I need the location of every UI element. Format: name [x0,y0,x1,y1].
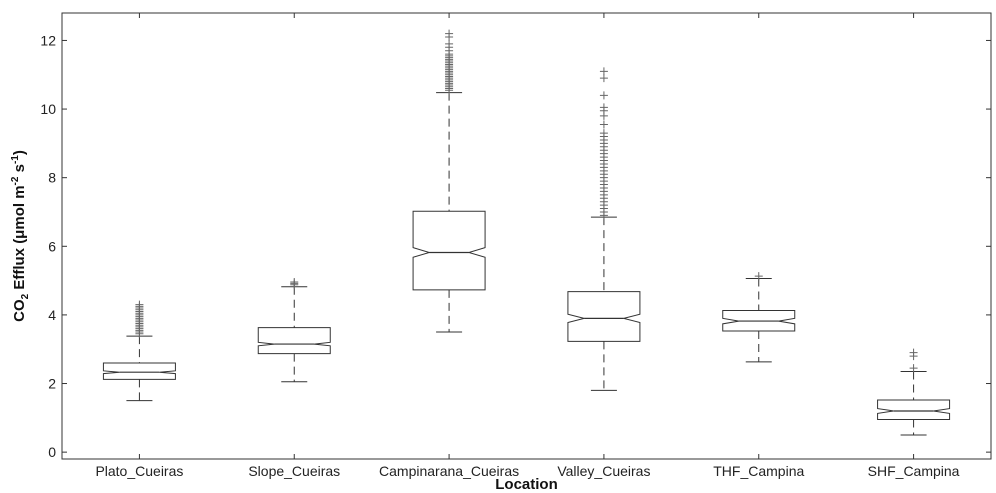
axes-group: 0 2 4 6 8 10 12 Plato_Cueiras Slope_Cueiras Campi… [40,12,992,479]
box-plato-cueiras [102,300,176,402]
notched-box [257,327,331,355]
box-shf-campina [877,348,951,436]
y-tick-label: 2 [48,376,56,392]
plot-frame [61,12,992,460]
notched-box [102,362,176,380]
y-tick-label: 4 [48,307,56,323]
x-tick-label: SHF_Campina [868,463,960,479]
y-tick-label: 10 [40,101,56,117]
outlier-point [599,120,608,129]
notched-box [877,399,951,421]
box-thf-campina [722,272,796,363]
y-axis-title-part: 2 [20,293,31,299]
x-tick-label: Campinarana_Cueiras [379,463,519,479]
y-tick-label: 6 [48,238,56,254]
x-axis-title: Location [495,476,558,493]
x-tick-label: Valley_Cueiras [557,463,650,479]
x-tick-label: Plato_Cueiras [95,463,183,479]
outlier-point [290,277,299,286]
y-tick-label: 0 [48,444,56,460]
outlier-point [135,300,144,309]
boxes-group [102,29,951,436]
outlier-point [909,348,918,357]
outlier-point [599,103,608,112]
box-valley-cueiras [567,67,641,391]
y-tick-label: 12 [40,32,56,48]
outlier-point [445,39,454,48]
y-axis-title-part: -2 [10,176,21,185]
box-campinarana-cueiras [412,29,486,333]
y-axis-title-part: CO [11,299,28,322]
outlier-point [445,29,454,38]
x-tick-label: THF_Campina [713,463,804,479]
y-axis-title-part: -1 [10,155,21,164]
outlier-point [909,364,918,373]
x-tick-label: Slope_Cueiras [248,463,340,479]
y-axis-title-part: ) [11,150,28,155]
y-tick-label: 8 [48,170,56,186]
outlier-point [599,129,608,138]
y-axis-title-part: s [11,164,28,177]
outlier-point [754,272,763,281]
outlier-point [599,91,608,100]
outlier-point [599,74,608,83]
y-axis-title-part: Efflux (μmol m [11,185,28,293]
notched-box [567,291,641,342]
notched-box [412,210,486,291]
y-axis-title: CO2 Efflux (μmol m-2 s-1) [10,150,31,322]
outlier-point [599,67,608,76]
box-slope-cueiras [257,277,331,383]
